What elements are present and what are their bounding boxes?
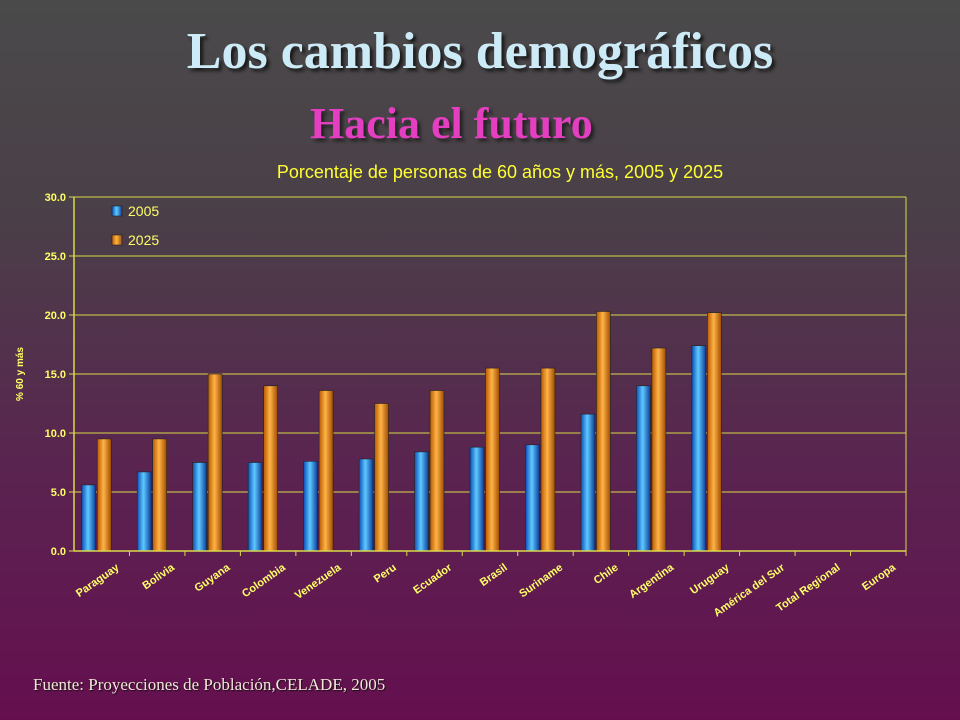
x-tick-label: Europa (860, 561, 899, 593)
bar-2025-colombia (263, 385, 278, 552)
chart-title: Porcentaje de personas de 60 años y más,… (277, 162, 723, 182)
bar-2005-ecuador (414, 451, 429, 552)
bar-2005-uruguay (691, 345, 707, 552)
bar-2025-ecuador (429, 390, 445, 552)
bar-2025-chile (596, 311, 611, 552)
y-tick-label: 25.0 (45, 251, 66, 263)
bar-2005-guyana (192, 462, 207, 552)
x-tick-label: Bolivia (140, 561, 177, 592)
bar-2025-uruguay (707, 312, 722, 552)
bar-2005-brasil (469, 446, 485, 552)
slide-subtitle: Hacia el futuro (310, 99, 593, 148)
x-tick-label: Ecuador (411, 561, 455, 596)
bar-2025-peru (374, 403, 389, 552)
legend: 2005 2025 (111, 203, 159, 248)
bar-2025-paraguay (96, 438, 112, 552)
bar-2025-brasil (485, 367, 500, 552)
x-tick-label: Colombia (240, 561, 289, 600)
legend-swatch (111, 205, 123, 217)
bars (81, 311, 722, 552)
slide-title: Los cambios demográficos (186, 23, 774, 80)
x-tick-label: Argentina (627, 561, 677, 601)
y-tick-label: 20.0 (45, 310, 66, 322)
legend-label: 2025 (128, 232, 159, 248)
bar-2005-argentina (636, 385, 651, 552)
bar-2025-suriname (540, 367, 556, 552)
x-tick-label: Paraguay (74, 561, 122, 600)
bar-2005-colombia (247, 462, 263, 552)
bar-2025-bolivia (152, 438, 167, 552)
bar-2025-argentina (651, 347, 667, 552)
y-axis-label: % 60 y más (15, 347, 26, 401)
bar-2005-bolivia (136, 471, 152, 552)
x-tick-label: Peru (372, 562, 399, 586)
bar-2005-paraguay (81, 484, 97, 552)
legend-label: 2005 (128, 203, 159, 219)
x-tick-label: Venezuela (293, 561, 344, 602)
bar-2005-chile (580, 413, 596, 552)
y-tick-label: 10.0 (45, 428, 66, 440)
legend-swatch (111, 234, 123, 246)
y-tick-label: 0.0 (51, 546, 66, 558)
x-tick-label: Chile (592, 562, 621, 587)
y-tick-label: 15.0 (45, 369, 66, 381)
bar-2005-peru (358, 458, 374, 552)
x-tick-label: Brasil (478, 562, 510, 589)
bar-2025-guyana (207, 373, 223, 552)
bar-2025-venezuela (318, 390, 334, 552)
x-tick-label: Guyana (192, 561, 233, 594)
x-tick-label: Uruguay (688, 561, 732, 597)
y-tick-label: 30.0 (45, 192, 66, 204)
source-footnote: Fuente: Proyecciones de Población,CELADE… (33, 675, 386, 694)
x-tick-label: Suriname (517, 562, 565, 601)
y-tick-label: 5.0 (51, 487, 66, 499)
bar-2005-suriname (525, 444, 540, 552)
bar-2005-venezuela (303, 461, 318, 552)
